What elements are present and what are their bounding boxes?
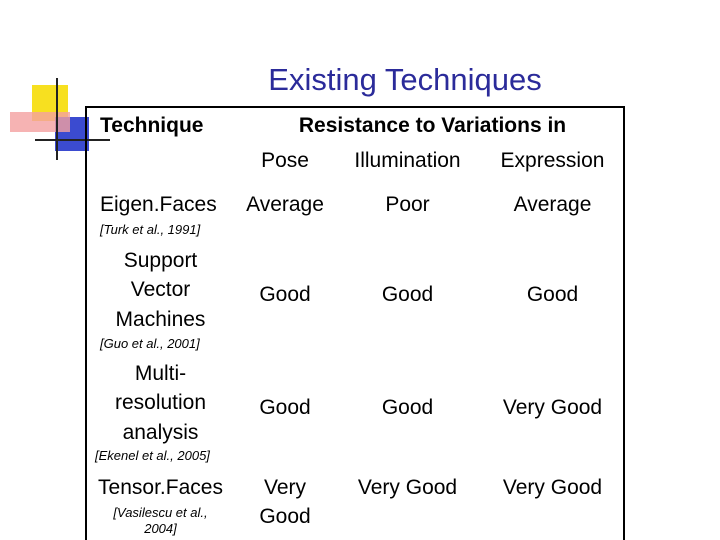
rating: Good <box>381 283 434 306</box>
rating: Very Good <box>502 396 603 419</box>
rating: Very Good <box>259 476 311 529</box>
logo-red <box>10 112 70 132</box>
subheader: Illumination <box>354 149 461 172</box>
rating: Average <box>246 193 324 216</box>
rating: Poor <box>385 193 430 216</box>
citation: [Guo et al., 2001] <box>100 336 200 351</box>
title: Existing Techniques <box>268 62 542 97</box>
rating: Good <box>259 283 311 306</box>
header: Technique <box>100 114 204 137</box>
technique-name: Multi- resolution analysis <box>114 362 207 444</box>
technique-name: Support Vector Machines <box>115 249 206 331</box>
subheader: Pose <box>261 149 309 172</box>
rating: Very Good <box>357 476 458 499</box>
header: Resistance to Variations in <box>298 114 567 137</box>
technique-name: Eigen.Faces <box>100 193 217 216</box>
rating: Very Good <box>502 476 603 499</box>
subheader: Expression <box>500 149 605 172</box>
rating: Good <box>259 396 311 419</box>
citation: [Ekenel et al., 2005] <box>95 448 210 463</box>
citation: [Turk et al., 1991] <box>100 222 201 237</box>
rating: Good <box>381 396 434 419</box>
rating: Average <box>513 193 592 216</box>
table-border <box>85 106 625 540</box>
citation: [Vasilescu et al., 2004] <box>113 505 208 536</box>
technique-name: Tensor.Faces <box>98 476 223 499</box>
rating: Good <box>526 283 579 306</box>
